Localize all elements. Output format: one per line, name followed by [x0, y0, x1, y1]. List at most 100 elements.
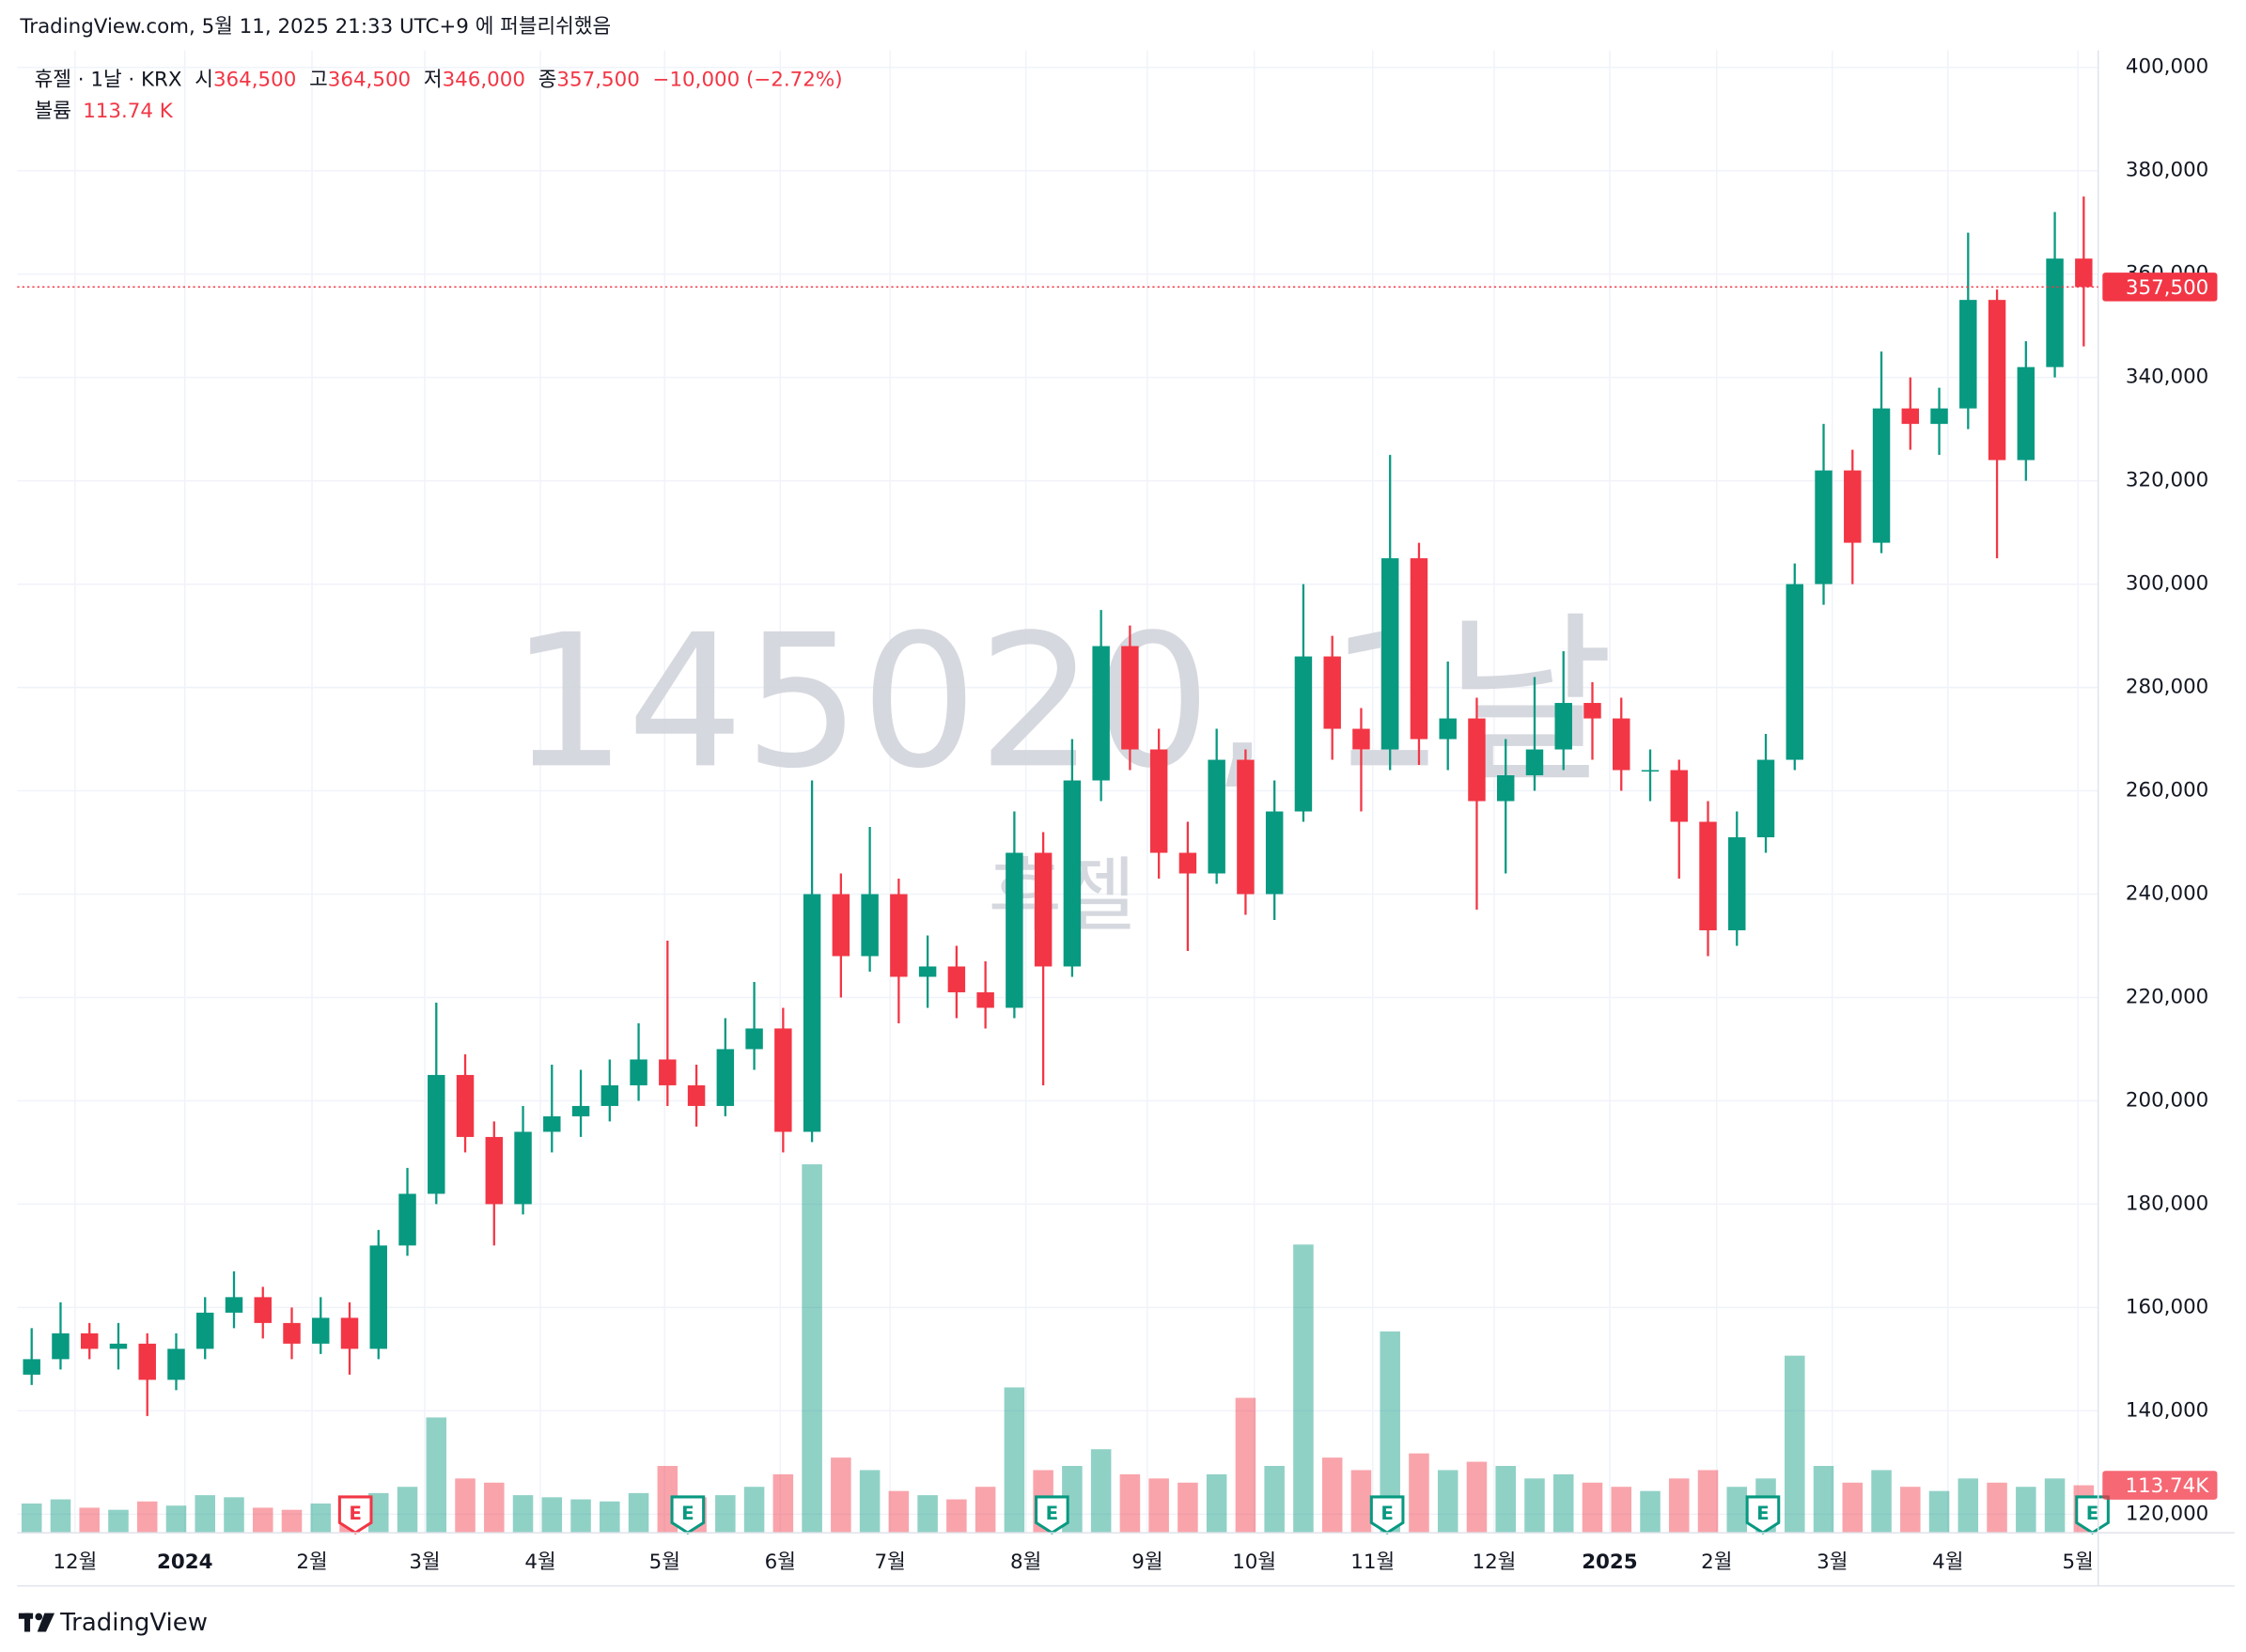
volume-bar — [600, 1501, 620, 1534]
volume-bar — [136, 1501, 158, 1534]
x-tick-label: 7월 — [875, 1551, 906, 1574]
candle-body — [630, 1059, 647, 1085]
y-tick-label: 300,000 — [2126, 572, 2208, 596]
brand: TradingView — [59, 1609, 208, 1637]
x-tick-label: 3월 — [409, 1551, 440, 1574]
candle-body — [947, 966, 966, 992]
x-tick-label: 5월 — [2063, 1551, 2094, 1574]
earnings-label: E — [349, 1503, 362, 1524]
candle-body — [745, 1028, 763, 1050]
candle-body — [543, 1115, 561, 1132]
candle-body — [1583, 703, 1601, 719]
volume-bar — [1090, 1449, 1112, 1534]
candle-body — [1410, 558, 1428, 740]
candle-body — [2017, 366, 2035, 460]
candle-body — [1237, 759, 1255, 895]
volume-bar — [1264, 1465, 1285, 1534]
volume-bar — [455, 1478, 476, 1534]
candle-body — [1613, 718, 1630, 771]
logo-part — [37, 1613, 55, 1632]
candle-body — [774, 1028, 792, 1132]
candle-body — [571, 1105, 590, 1116]
volume-bar — [1409, 1453, 1429, 1534]
watermark-symbol: 145020, 1날 — [510, 596, 1614, 809]
volume-bar — [1582, 1482, 1603, 1534]
candle-body — [312, 1317, 330, 1344]
y-tick-label: 220,000 — [2126, 985, 2208, 1008]
candle-body — [659, 1059, 677, 1085]
ohlc-value: 364,500 — [213, 69, 296, 92]
x-tick-label: 2월 — [1701, 1551, 1732, 1574]
volume-bar — [1206, 1473, 1227, 1534]
candle-body — [80, 1333, 99, 1349]
y-tick-label: 380,000 — [2126, 159, 2208, 182]
volume-bar — [281, 1509, 303, 1534]
earnings-marker — [337, 1495, 373, 1535]
x-tick-label: 2월 — [296, 1551, 327, 1574]
candle-body — [1901, 408, 1920, 425]
change: −10,000 (−2.72%) — [653, 69, 843, 92]
earnings-marker — [1035, 1495, 1069, 1535]
candle-body — [1815, 470, 1833, 584]
earnings-label: E — [1756, 1503, 1770, 1524]
volume-bar — [570, 1499, 591, 1534]
volume-bar — [1697, 1470, 1719, 1534]
volume-bar — [975, 1487, 996, 1534]
candle-body — [1728, 837, 1746, 930]
candle-body — [1092, 646, 1110, 781]
volume-bar — [628, 1492, 649, 1534]
candle-body — [1699, 821, 1717, 930]
candle-body — [456, 1074, 475, 1137]
volume-bar — [541, 1497, 563, 1534]
candle-body — [1265, 811, 1284, 895]
publish-note: TradingView.com, 5월 11, 2025 21:33 UTC+9… — [19, 15, 611, 39]
candle-body — [1294, 656, 1313, 812]
symbol: 휴젤 · 1날 · KRX — [35, 69, 182, 92]
candle-body — [1844, 470, 1862, 543]
candle-body — [167, 1348, 185, 1380]
volume-bar — [1004, 1387, 1025, 1534]
volume-bar — [743, 1487, 765, 1534]
volume-bar — [310, 1504, 332, 1534]
last-volume-label: 113.74K — [2125, 1474, 2209, 1498]
earnings-label: E — [1046, 1503, 1059, 1524]
candle-body — [918, 966, 937, 977]
candle-body — [976, 991, 994, 1008]
candle-body — [1525, 749, 1544, 776]
y-tick-label: 320,000 — [2126, 469, 2208, 492]
candle-body — [1670, 770, 1688, 822]
candle-body — [600, 1084, 619, 1106]
candle-body — [369, 1245, 387, 1349]
x-tick-label: 10월 — [1232, 1551, 1276, 1574]
candle-body — [1872, 408, 1891, 543]
volume-bar — [426, 1417, 447, 1534]
candle-body — [254, 1297, 272, 1323]
y-tick-label: 140,000 — [2126, 1398, 2208, 1422]
ohlc-value: 346,000 — [443, 69, 525, 92]
candle-body — [1468, 718, 1486, 802]
candle-body — [225, 1297, 243, 1313]
candle-body — [1006, 852, 1023, 1008]
ohlc-label: 종 — [538, 69, 557, 92]
candle-body — [109, 1343, 128, 1349]
candle-body — [1756, 759, 1775, 838]
candle-body — [832, 894, 850, 957]
x-tick-label: 2025 — [1582, 1551, 1638, 1574]
volume-bar — [165, 1505, 187, 1534]
y-tick-label: 260,000 — [2126, 779, 2208, 803]
volume-bar — [1552, 1473, 1574, 1534]
volume-bar — [802, 1164, 822, 1534]
candle-body — [716, 1049, 735, 1106]
candle-body — [1554, 703, 1572, 750]
volume-bar — [397, 1487, 418, 1534]
volume-bar — [50, 1499, 71, 1534]
volume-bar — [1148, 1478, 1169, 1534]
candle-body — [283, 1322, 301, 1344]
volume-bar — [1437, 1470, 1458, 1534]
volume-bar — [888, 1490, 910, 1534]
candle-body — [890, 894, 908, 977]
